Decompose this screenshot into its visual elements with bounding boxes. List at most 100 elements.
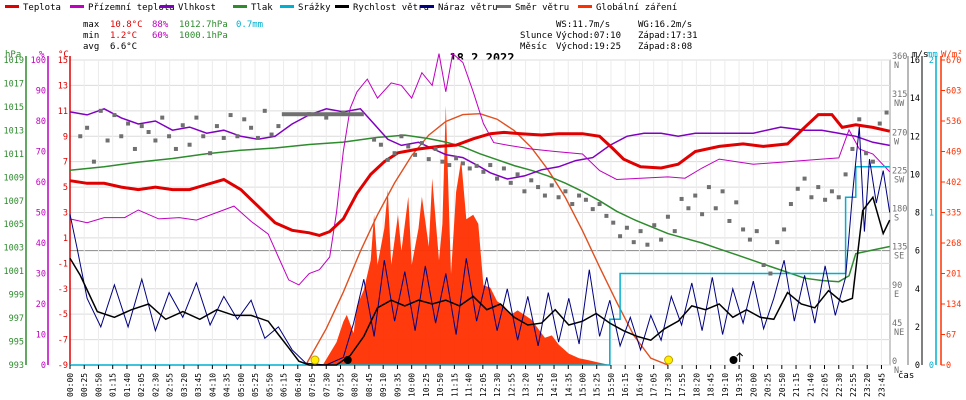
wind-direction-point xyxy=(262,108,267,113)
x-tick-label: 00:00 xyxy=(66,373,75,397)
wind-direction-point xyxy=(187,142,192,147)
wind-direction-point xyxy=(105,138,110,143)
unit-wm2: W/m² xyxy=(941,50,963,60)
series-layer xyxy=(69,52,891,366)
x-tick-label: 20:50 xyxy=(778,373,787,397)
wind-direction-point xyxy=(542,193,547,198)
stat-avg-temp: 6.6°C xyxy=(110,42,137,52)
x-tick-label: 09:35 xyxy=(393,373,402,397)
stat-avg-label: avg xyxy=(83,42,99,52)
wind-direction-point xyxy=(727,218,732,223)
wind-direction-point xyxy=(809,195,814,200)
wind-direction-point xyxy=(467,166,472,171)
wind-direction-point xyxy=(242,117,247,122)
x-tick-label: 16:40 xyxy=(635,373,644,397)
wind-direction-point xyxy=(454,156,459,161)
wind-tick: 4 xyxy=(915,285,920,295)
humidity-axis-tick: 0 xyxy=(41,361,46,371)
direction-label: SE xyxy=(894,252,904,262)
x-tick-label: 20:25 xyxy=(764,373,773,397)
temperature-axis-tick: -9 xyxy=(58,361,68,371)
temperature-axis-tick: -7 xyxy=(58,336,68,346)
info-sun-label: Slunce xyxy=(520,31,553,41)
x-tick-label: 03:45 xyxy=(194,373,203,397)
info-sun-set: Západ:17:31 xyxy=(638,31,698,41)
legend-item: Rychlost větru xyxy=(335,3,429,13)
sunset-marker xyxy=(664,355,674,365)
wind-direction-point xyxy=(570,202,575,207)
x-tick-label: 21:40 xyxy=(806,373,815,397)
wind-direction-point xyxy=(160,115,165,120)
x-tick-label: 14:10 xyxy=(550,373,559,397)
wind-direction-point xyxy=(447,163,452,168)
x-tick-label: 17:05 xyxy=(650,373,659,397)
wind-direction-point xyxy=(194,115,199,120)
x-tick-label: 12:55 xyxy=(507,373,516,397)
wind-direction-point xyxy=(590,207,595,212)
x-tick-label: 21:15 xyxy=(792,373,801,397)
wind-direction-point xyxy=(255,135,260,140)
pressure-axis-tick: 997 xyxy=(9,314,24,324)
pressure-axis-tick: 1019 xyxy=(4,56,24,66)
wind-tick: 2 xyxy=(915,323,920,333)
x-tick-label: 19:35 xyxy=(735,373,744,397)
wind-direction-point xyxy=(153,138,158,143)
legend-label: Tlak xyxy=(251,3,273,13)
x-tick-label: 22:55 xyxy=(849,373,858,397)
wind-direction-point xyxy=(645,242,650,247)
humidity-axis-tick: 80 xyxy=(36,117,46,127)
wind-direction-point xyxy=(693,193,698,198)
wind-direction-point xyxy=(139,124,144,129)
legend-label: Vlhkost xyxy=(178,3,216,13)
stat-min-temp: 1.2°C xyxy=(110,31,137,41)
legend-label: Rychlost větru xyxy=(353,3,429,13)
wind-direction-point xyxy=(706,185,711,190)
radiation-tick: 402 xyxy=(946,178,961,188)
radiation-tick: 67 xyxy=(946,331,956,341)
legend-swatch xyxy=(420,5,434,8)
x-tick-label: 00:50 xyxy=(94,373,103,397)
wind-direction-point xyxy=(864,151,869,156)
info-moon-rise: Východ:19:25 xyxy=(556,42,621,52)
x-tick-label: 13:20 xyxy=(522,373,531,397)
wind-direction-point xyxy=(624,225,629,230)
stat-min-hum: 60% xyxy=(152,31,169,41)
wind-direction-point xyxy=(720,189,725,194)
wind-direction-point xyxy=(91,159,96,164)
legend-item: Směr větru xyxy=(497,3,569,13)
legend-swatch xyxy=(497,5,511,8)
humidity-line xyxy=(69,107,890,180)
wind-direction-point xyxy=(85,125,90,130)
wind-direction-point xyxy=(112,113,117,118)
x-tick-label: 07:55 xyxy=(336,373,345,397)
wind-speed-line xyxy=(69,195,891,366)
x-tick-label: 04:10 xyxy=(208,373,217,397)
direction-tick: 45 xyxy=(892,319,902,329)
wind-direction-point xyxy=(214,124,219,129)
wind-direction-point xyxy=(474,163,479,168)
legend-label: Teplota xyxy=(23,3,61,13)
wind-direction-point xyxy=(747,237,752,242)
legend-label: Náraz větru xyxy=(438,3,498,13)
x-tick-label: 20:00 xyxy=(749,373,758,397)
legend-label: Přízemní teplota xyxy=(88,3,175,13)
wind-direction-point xyxy=(597,202,602,207)
x-tick-label: 02:05 xyxy=(137,373,146,397)
stat-max-hum: 88% xyxy=(152,20,169,30)
direction-label: W xyxy=(894,137,900,147)
wind-direction-point xyxy=(734,200,739,205)
wind-direction-point xyxy=(460,161,465,166)
unit-time: čas xyxy=(898,370,914,381)
pressure-axis-tick: 1017 xyxy=(4,79,24,89)
wind-direction-point xyxy=(119,134,124,139)
stat-min-label: min xyxy=(83,31,99,41)
stat-max-rain: 0.7mm xyxy=(236,20,263,30)
rain-line xyxy=(70,166,890,366)
pressure-axis-tick: 1013 xyxy=(4,126,24,136)
wind-direction-point xyxy=(126,121,131,126)
wind-direction-point xyxy=(201,134,206,139)
wind-direction-point xyxy=(686,206,691,211)
wind-direction-point xyxy=(440,159,445,164)
x-tick-label: 06:15 xyxy=(280,373,289,397)
wind-direction-point xyxy=(419,141,424,146)
